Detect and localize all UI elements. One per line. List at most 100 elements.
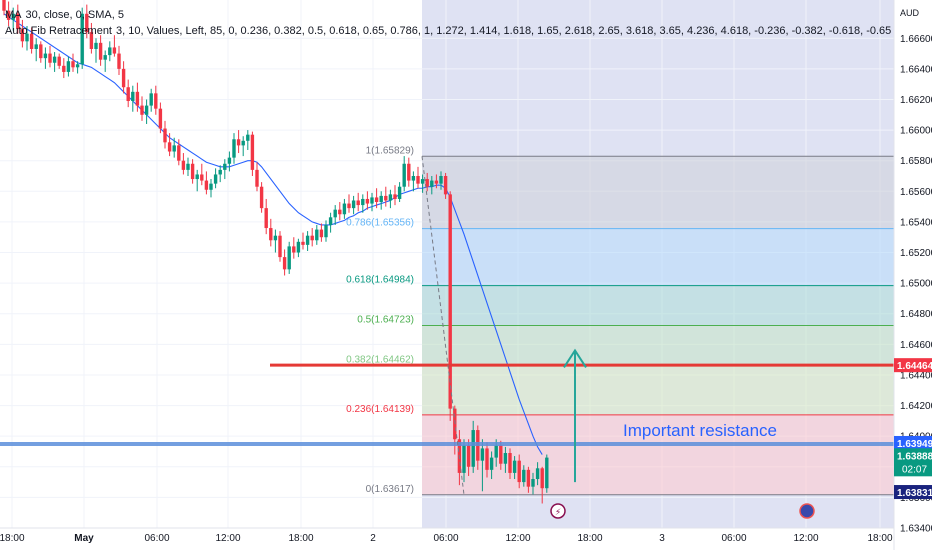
candles[interactable] — [2, 0, 549, 504]
candle-body — [411, 176, 416, 181]
candle-body — [259, 186, 264, 209]
candle-body — [526, 469, 531, 487]
candle-body — [430, 180, 434, 187]
candle — [388, 189, 393, 209]
candle — [434, 174, 439, 189]
candle — [379, 191, 383, 210]
fib-level-label: 0.236(1.64139) — [346, 404, 414, 415]
x-tick-label: May — [74, 533, 94, 544]
fib-indicator-legend[interactable]: Auto Fib Retracement 3, 10, Values, Left,… — [5, 24, 895, 38]
candle — [338, 202, 342, 221]
candle-body — [374, 197, 379, 203]
fib-title: Auto Fib Retracement — [5, 25, 112, 37]
countdown-label: 02:07 — [902, 464, 927, 475]
fib-retracement[interactable]: 1(1.65829) 0.786(1.65356) 0.618(1.64984) 0.… — [346, 145, 894, 496]
candle — [75, 61, 80, 74]
candle-body — [43, 53, 48, 59]
candle-body — [236, 139, 241, 146]
candle-body — [264, 208, 268, 229]
candle-body — [186, 163, 190, 170]
candle — [287, 241, 291, 274]
candle — [370, 192, 374, 212]
candle-body — [85, 13, 89, 33]
price-label-text: 1.64464 — [897, 361, 932, 372]
candle — [489, 451, 494, 480]
candle-body — [80, 13, 84, 65]
candle — [227, 151, 232, 172]
fib-zone — [422, 156, 894, 229]
drawings[interactable]: Important resistance ⚡ — [0, 156, 894, 519]
y-tick-label: 1.64400 — [900, 370, 932, 381]
candle — [545, 454, 549, 493]
candle-body — [16, 13, 20, 30]
x-tick-label: 12:00 — [215, 533, 240, 544]
candle-body — [227, 157, 232, 164]
candle — [204, 171, 209, 195]
candle — [121, 61, 126, 94]
candle — [305, 231, 310, 251]
candle-body — [126, 87, 130, 102]
candle-body — [103, 55, 107, 60]
ma-indicator-legend[interactable]: MA 30, close, 0, SMA, 5 — [5, 8, 128, 22]
candle-body — [370, 197, 374, 204]
candle-body — [195, 174, 199, 180]
candle-body — [485, 448, 489, 470]
candle-body — [480, 448, 485, 461]
candle — [57, 53, 61, 69]
x-tick-label: 06:00 — [433, 533, 458, 544]
candle-body — [351, 200, 356, 209]
price-label-text: 1.63888 — [897, 451, 932, 462]
candle — [356, 192, 360, 212]
candle — [269, 218, 273, 247]
candle-body — [471, 430, 475, 467]
candle — [342, 198, 347, 219]
candle — [167, 133, 172, 157]
candle-body — [117, 53, 121, 69]
candle-body — [315, 229, 319, 241]
candle-body — [66, 61, 71, 72]
candle — [361, 194, 365, 213]
fib-level-label: 0.5(1.64723) — [357, 315, 414, 326]
candle — [25, 26, 29, 51]
ma-title: MA — [5, 9, 22, 21]
candle — [522, 465, 526, 487]
candle-body — [296, 241, 301, 253]
candle — [149, 88, 153, 112]
candle — [213, 168, 218, 189]
candle — [503, 446, 508, 473]
fib-level-label: 0.382(1.64462) — [346, 354, 414, 365]
candle-body — [75, 64, 80, 68]
candle-body — [25, 33, 29, 42]
candle — [264, 198, 268, 235]
fib-zone — [422, 285, 894, 326]
candle — [80, 7, 84, 69]
candle — [163, 120, 167, 149]
fib-level-label: 0.618(1.64984) — [346, 275, 414, 286]
candle-body — [292, 246, 296, 253]
candle — [200, 163, 204, 186]
candle-body — [338, 209, 342, 215]
candle-body — [434, 180, 439, 184]
candle — [20, 19, 25, 48]
candle-body — [273, 235, 278, 241]
fib-level-label: 0(1.63617) — [366, 484, 414, 495]
moving-average — [3, 13, 543, 455]
candle-body — [48, 53, 52, 63]
candle-body — [20, 29, 25, 42]
candle-body — [112, 47, 117, 54]
candle — [259, 182, 264, 213]
candle — [485, 442, 489, 478]
candle-body — [393, 194, 397, 199]
y-tick-label: 1.64800 — [900, 309, 932, 320]
candle-body — [121, 68, 126, 88]
candle-body — [163, 128, 167, 143]
candle-body — [6, 10, 11, 20]
candle — [172, 137, 176, 158]
candle — [517, 454, 521, 489]
candle — [278, 231, 282, 262]
candle-body — [324, 224, 328, 238]
candle-body — [62, 65, 66, 72]
candle-body — [246, 134, 250, 141]
candle-body — [540, 468, 544, 489]
